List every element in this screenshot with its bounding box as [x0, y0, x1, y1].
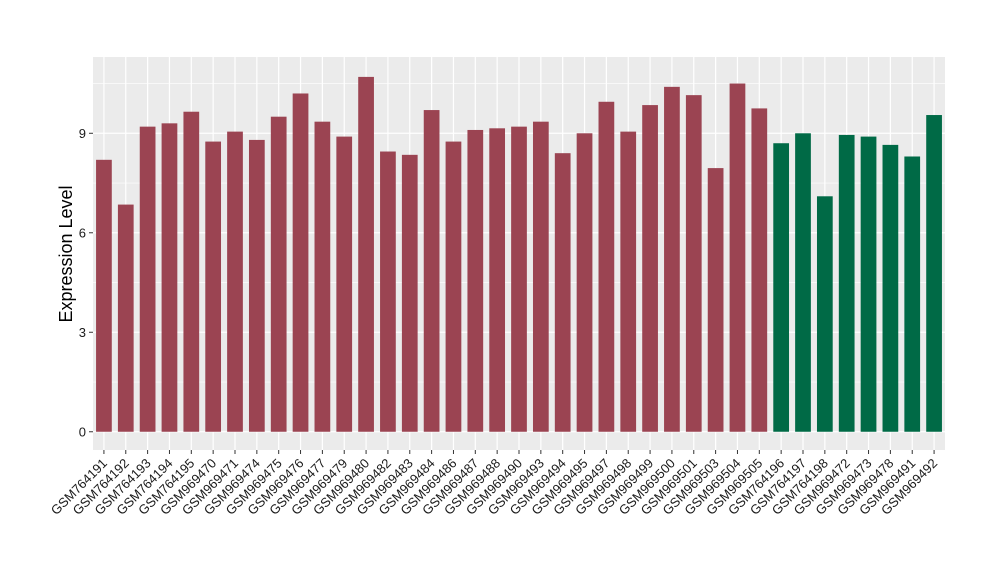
- y-axis-title: Expression Level: [56, 185, 76, 322]
- bar: [685, 95, 702, 432]
- bar: [139, 126, 156, 432]
- y-tick-label: 9: [79, 126, 86, 141]
- bar: [358, 76, 374, 432]
- bar: [729, 83, 746, 432]
- bar: [117, 204, 134, 432]
- y-tick-label: 0: [79, 424, 86, 439]
- bar: [292, 93, 309, 432]
- bar: [336, 136, 353, 432]
- bar: [642, 105, 658, 432]
- bar: [96, 159, 112, 432]
- bar: [838, 134, 855, 432]
- bar: [707, 168, 724, 432]
- bar: [664, 86, 680, 432]
- bar: [904, 156, 921, 432]
- bar: [205, 141, 222, 432]
- bar: [489, 128, 506, 432]
- bar: [751, 108, 768, 432]
- bar: [795, 133, 811, 432]
- bar: [598, 101, 615, 432]
- x-axis: GSM764191GSM764192GSM764193GSM764194GSM7…: [48, 450, 940, 518]
- bar: [554, 153, 571, 432]
- bar: [248, 139, 265, 432]
- bar: [314, 121, 331, 432]
- bar: [576, 133, 593, 432]
- bar: [620, 131, 637, 432]
- bar: [227, 131, 243, 432]
- bar: [445, 141, 462, 432]
- y-tick-label: 6: [79, 225, 86, 240]
- bar: [773, 143, 790, 432]
- y-tick-label: 3: [79, 325, 86, 340]
- bar: [401, 154, 418, 432]
- bars: [96, 76, 942, 432]
- bar: [423, 110, 440, 432]
- bar: [183, 111, 200, 432]
- bar: [511, 126, 527, 432]
- y-axis: 0 3 6 9: [79, 126, 93, 439]
- bar: [926, 115, 942, 432]
- bar: [532, 121, 549, 432]
- bar: [270, 116, 287, 432]
- bar: [161, 123, 178, 432]
- bar: [467, 129, 484, 432]
- bar: [860, 136, 877, 432]
- bar: [882, 144, 899, 432]
- bar: [380, 151, 396, 432]
- bar: [816, 196, 833, 432]
